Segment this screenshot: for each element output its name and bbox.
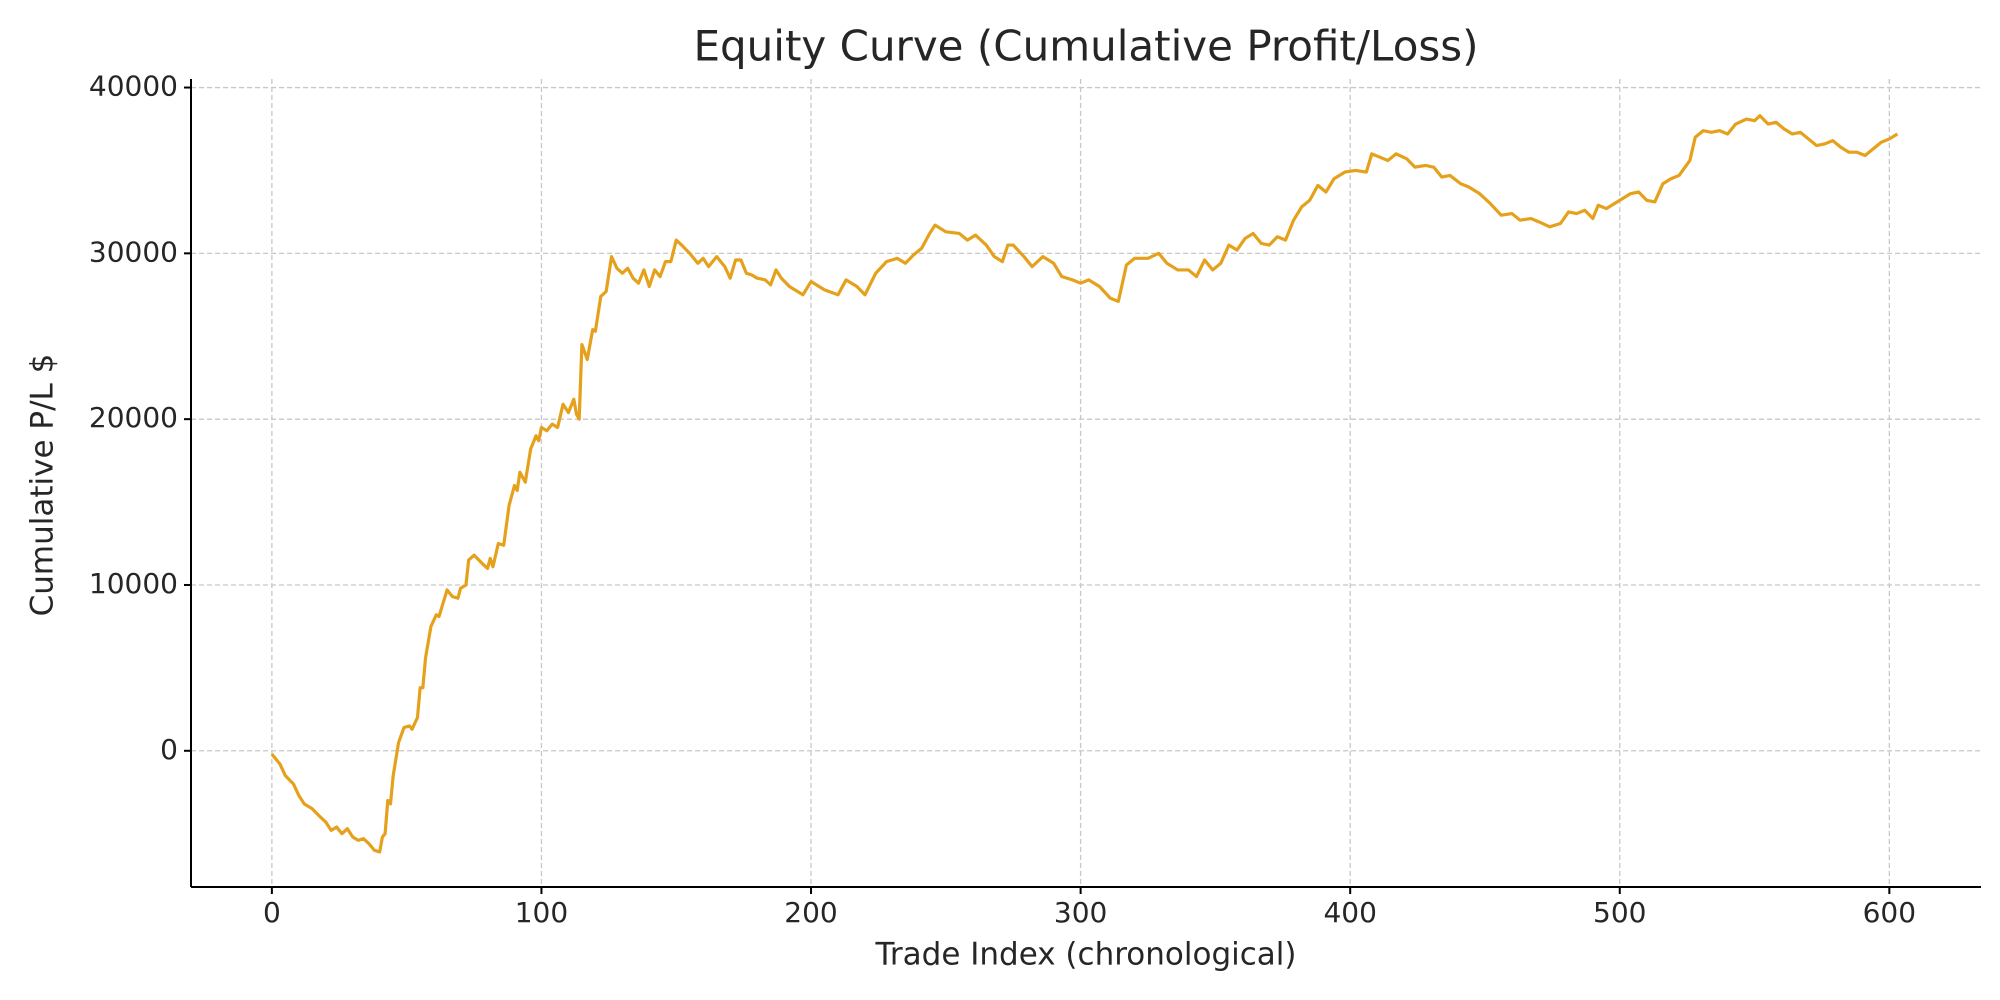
x-tick-label: 600 — [1863, 896, 1916, 929]
y-tick-label: 0 — [160, 733, 178, 766]
equity-line — [270, 114, 1899, 854]
y-tick-label: 40000 — [89, 70, 178, 103]
x-tick-label: 200 — [784, 896, 837, 929]
x-tick-label: 500 — [1593, 896, 1646, 929]
y-tick-label: 20000 — [89, 401, 178, 434]
y-tick-label: 10000 — [89, 567, 178, 600]
x-axis-label: Trade Index (chronological) — [875, 937, 1297, 973]
y-tick-label: 30000 — [89, 235, 178, 268]
x-tick-label: 100 — [515, 896, 568, 929]
x-tick-label: 300 — [1054, 896, 1107, 929]
chart-title: Equity Curve (Cumulative Profit/Loss) — [693, 22, 1478, 71]
x-tick-label: 400 — [1323, 896, 1376, 929]
y-axis-label: Cumulative P/L $ — [25, 354, 61, 617]
x-tick-label: 0 — [263, 896, 281, 929]
